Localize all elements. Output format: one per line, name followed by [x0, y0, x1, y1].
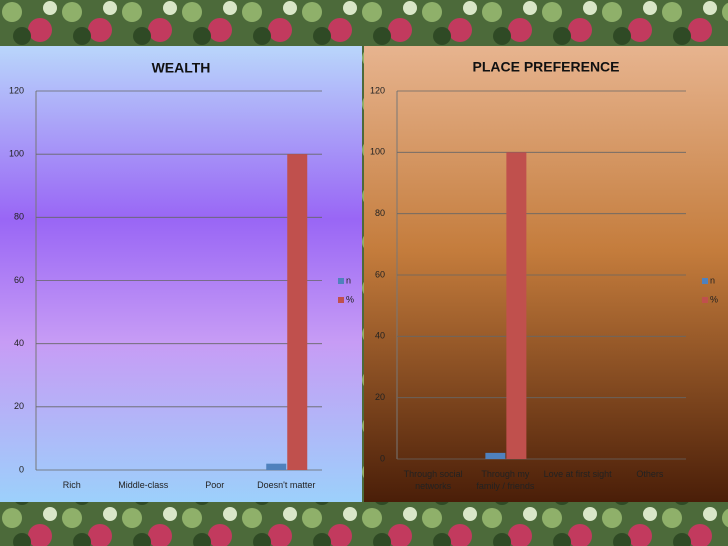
- y-tick-label: 20: [14, 401, 24, 411]
- x-tick-label: Poor: [205, 480, 225, 490]
- x-tick-label: Middle-class: [118, 480, 169, 490]
- y-tick-label: 40: [14, 338, 24, 348]
- panel-left: [0, 46, 362, 502]
- x-tick-label: Through social networks: [403, 469, 463, 491]
- legend-label: %: [346, 294, 354, 304]
- legend-swatch: [338, 278, 344, 284]
- bar: [485, 452, 506, 459]
- y-tick-label: 20: [375, 392, 385, 402]
- y-tick-label: 60: [375, 269, 385, 279]
- bar: [287, 154, 308, 470]
- x-tick-label-box: Through my family / friends: [476, 469, 535, 491]
- y-tick-label: 0: [380, 453, 385, 463]
- x-tick-label-box: Doesn't matter: [257, 480, 316, 490]
- legend-swatch: [338, 297, 344, 303]
- panel-right: [364, 46, 728, 502]
- x-tick-label-box: Poor: [205, 480, 225, 490]
- x-tick-label: Rich: [62, 480, 81, 490]
- y-tick-label: 80: [14, 212, 24, 222]
- legend-label: n: [346, 275, 351, 285]
- y-tick-label: 100: [9, 149, 24, 159]
- chart-title: PLACE PREFERENCE: [472, 59, 619, 75]
- x-tick-label-box: Love at first sight: [543, 469, 612, 479]
- x-tick-label-box: Middle-class: [118, 480, 169, 490]
- legend-swatch: [702, 278, 708, 284]
- y-tick-label: 120: [9, 85, 24, 95]
- x-tick-label: Others: [636, 469, 664, 479]
- y-tick-label: 80: [375, 208, 385, 218]
- y-tick-label: 100: [370, 147, 385, 157]
- y-tick-label: 40: [375, 331, 385, 341]
- x-tick-label-box: Rich: [62, 480, 81, 490]
- x-tick-label: Through my family / friends: [476, 469, 535, 491]
- bar: [266, 463, 287, 470]
- x-tick-label: Doesn't matter: [257, 480, 316, 490]
- legend-label: %: [710, 294, 718, 304]
- bar: [506, 152, 527, 460]
- legend-label: n: [710, 275, 715, 285]
- y-tick-label: 0: [19, 464, 24, 474]
- y-tick-label: 60: [14, 275, 24, 285]
- y-tick-label: 120: [370, 85, 385, 95]
- x-tick-label: Love at first sight: [543, 469, 612, 479]
- chart-title: WEALTH: [152, 60, 211, 76]
- x-tick-label-box: Through social networks: [403, 469, 463, 491]
- legend-swatch: [702, 297, 708, 303]
- x-tick-label-box: Others: [636, 469, 664, 479]
